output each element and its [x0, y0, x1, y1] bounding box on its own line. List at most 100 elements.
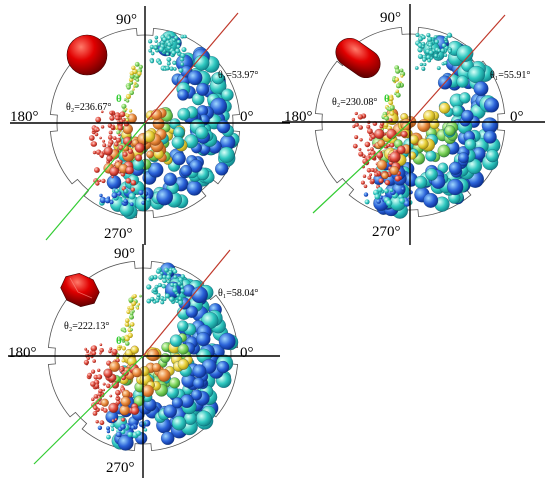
particle	[173, 274, 178, 279]
particle	[109, 115, 115, 121]
particle	[395, 89, 399, 93]
particle	[162, 37, 168, 42]
particle	[389, 105, 395, 111]
particle	[150, 51, 155, 56]
particle	[351, 117, 356, 122]
particle	[92, 359, 96, 363]
theta2-label: θ₂=236.67°	[66, 102, 111, 113]
particle	[377, 139, 386, 148]
particle	[157, 283, 162, 288]
particle	[148, 162, 164, 178]
axis-label-0: 0°	[240, 345, 254, 361]
particle	[368, 137, 373, 141]
particle	[374, 172, 379, 177]
particle	[426, 33, 431, 38]
axis-label-0: 0°	[240, 109, 254, 125]
particle	[434, 39, 439, 44]
particle	[358, 125, 364, 130]
particle	[427, 58, 432, 63]
particle	[97, 425, 103, 430]
particle	[358, 151, 364, 157]
particle	[125, 99, 130, 103]
particle	[386, 128, 397, 140]
particle	[129, 81, 134, 85]
particle	[181, 47, 187, 53]
particle	[163, 267, 169, 273]
particle	[124, 189, 128, 193]
particle	[177, 107, 191, 121]
particle	[95, 420, 99, 424]
particle	[384, 179, 391, 186]
particle	[106, 175, 122, 190]
particle	[441, 43, 447, 48]
panel-polyhedron: 90° 0° 180° 270° θ₁=58.04° θ₂=222.13° θ	[8, 244, 280, 478]
particle	[388, 100, 394, 106]
particle	[120, 396, 131, 407]
particle	[376, 199, 381, 204]
particle	[169, 66, 174, 71]
polyhedron-particle-icon	[60, 273, 100, 307]
particle	[464, 138, 477, 151]
particle	[354, 111, 358, 116]
particle	[172, 287, 178, 293]
particle	[137, 71, 142, 76]
particle	[176, 44, 181, 49]
particle	[196, 331, 211, 347]
particle	[389, 165, 399, 176]
particle	[161, 283, 167, 289]
particle	[110, 423, 115, 428]
particle	[154, 35, 159, 40]
particle	[103, 408, 108, 413]
particle	[115, 431, 122, 438]
particle	[380, 121, 385, 126]
particle	[134, 142, 145, 153]
particle	[111, 381, 120, 389]
particle	[157, 60, 162, 65]
particle	[148, 39, 153, 44]
particle	[218, 332, 236, 350]
particle	[384, 188, 389, 194]
particle	[408, 190, 413, 195]
particle	[99, 136, 102, 140]
particle	[154, 45, 158, 50]
particle	[121, 103, 127, 109]
particle	[172, 61, 177, 65]
particle	[127, 332, 133, 338]
particle	[143, 428, 148, 432]
theta1-label: θ₁=55.91°	[490, 70, 530, 81]
particle	[127, 148, 134, 154]
particle	[165, 274, 172, 280]
particle	[93, 405, 98, 411]
particle	[86, 356, 91, 360]
particle	[125, 178, 132, 184]
particle	[166, 61, 171, 66]
particle	[177, 320, 189, 332]
particle	[135, 430, 142, 436]
particle	[394, 175, 401, 182]
particle	[364, 141, 371, 148]
particle	[156, 188, 174, 206]
particle	[195, 410, 212, 427]
axis-label-270: 270°	[104, 226, 133, 242]
particle	[367, 152, 371, 156]
particle	[415, 32, 420, 38]
particle	[358, 148, 362, 151]
particle	[195, 125, 209, 140]
particle	[448, 161, 462, 175]
particle	[216, 360, 230, 374]
particle	[134, 154, 143, 162]
particle	[98, 179, 101, 182]
particle	[128, 297, 134, 303]
axis-label-270: 270°	[106, 460, 135, 476]
particle	[126, 309, 131, 314]
particle	[395, 83, 401, 89]
particle	[369, 173, 373, 177]
particle	[370, 147, 374, 152]
particle	[99, 193, 103, 198]
particle	[122, 136, 132, 146]
particle	[116, 400, 121, 405]
particle	[133, 81, 137, 85]
particle	[173, 126, 185, 139]
particle	[121, 417, 125, 422]
